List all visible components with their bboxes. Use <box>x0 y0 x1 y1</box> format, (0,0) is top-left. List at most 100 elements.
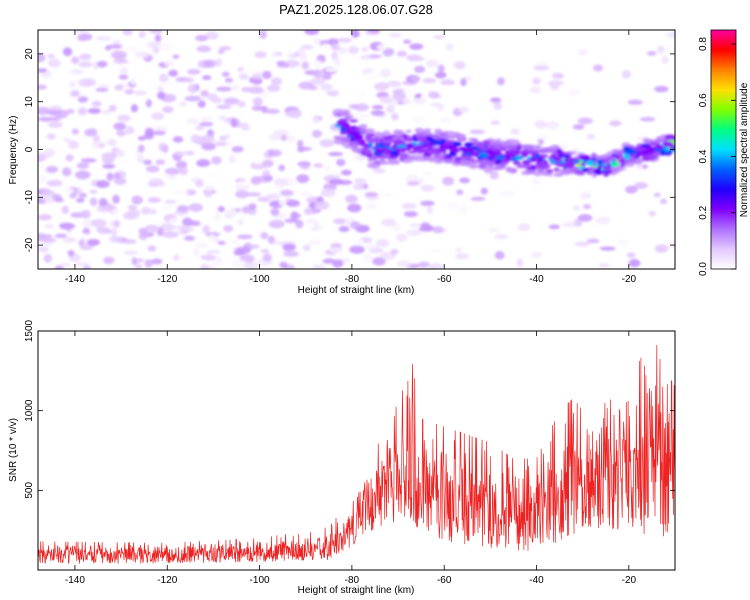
heatmap-cell <box>38 162 44 170</box>
snr-y-label: SNR (10 * v/v) <box>8 418 19 482</box>
heatmap-cell <box>238 73 249 80</box>
heatmap-cell <box>82 78 97 87</box>
heatmap-cell <box>628 259 641 268</box>
heatmap-cell <box>390 158 398 164</box>
heatmap-cell <box>219 46 232 51</box>
heatmap-cell <box>184 95 201 102</box>
heatmap-cell <box>447 152 457 157</box>
heatmap-cell <box>411 75 419 82</box>
heatmap-cell <box>312 69 323 79</box>
heatmap-cell <box>578 154 590 159</box>
heatmap-cell <box>147 182 159 187</box>
heatmap-cell <box>462 152 474 156</box>
heatmap-cell <box>349 131 359 137</box>
heatmap-cell <box>609 120 622 127</box>
heatmap-cell <box>406 229 422 237</box>
heatmap-cell <box>314 37 322 46</box>
heatmap-cell <box>336 158 346 167</box>
heatmap-cell <box>80 158 97 163</box>
heatmap-cell <box>530 251 543 259</box>
heatmap-cell <box>414 65 426 74</box>
heatmap-cell <box>270 208 280 216</box>
heatmap-cell <box>200 90 209 97</box>
heatmap-cell <box>202 224 211 234</box>
spectrogram-x-label: Height of straight line (km) <box>298 285 415 296</box>
heatmap-cell <box>577 117 593 125</box>
heatmap-cell <box>279 198 288 207</box>
heatmap-cell <box>561 169 571 175</box>
heatmap-cell <box>251 105 265 111</box>
heatmap-cell <box>467 208 480 213</box>
heatmap-cell <box>425 59 439 68</box>
heatmap-cell <box>300 191 312 197</box>
heatmap-cell <box>96 180 110 188</box>
heatmap-cell <box>441 148 447 154</box>
heatmap-cell <box>401 202 417 210</box>
heatmap-cell <box>592 64 604 72</box>
heatmap-cell <box>302 244 311 252</box>
heatmap-cell <box>152 46 160 54</box>
snr-x-ticks: -140 -120 -100 -80 -60 -40 -20 <box>65 331 637 586</box>
heatmap-cell <box>307 239 323 245</box>
heatmap-cell <box>62 47 73 57</box>
heatmap-cell <box>75 170 91 180</box>
heatmap-cell <box>527 145 533 151</box>
heatmap-cell <box>157 85 164 93</box>
heatmap-cell <box>308 201 317 209</box>
heatmap-cell <box>106 172 115 182</box>
heatmap-cell <box>314 200 330 210</box>
heatmap-cell <box>618 158 626 164</box>
heatmap-cell <box>424 171 432 177</box>
heatmap-cell <box>77 33 93 41</box>
heatmap-cell <box>263 174 273 182</box>
heatmap-cell <box>229 238 240 244</box>
heatmap-cell <box>585 160 595 166</box>
heatmap-cell <box>521 153 528 158</box>
heatmap-cell <box>40 238 57 243</box>
heatmap-cell <box>173 254 180 261</box>
heatmap-cell <box>223 225 234 233</box>
heatmap-cell <box>218 115 226 121</box>
heatmap-cell <box>164 174 178 180</box>
heatmap-cell <box>98 197 108 207</box>
heatmap-cell <box>468 138 479 142</box>
heatmap-cell <box>380 161 389 165</box>
spectrogram-x-ticks: -140 -120 -100 -80 -60 -40 -20 <box>65 30 637 285</box>
heatmap-cell <box>320 83 333 91</box>
heatmap-cell <box>412 157 421 161</box>
heatmap-cell <box>480 187 488 195</box>
heatmap-cell <box>138 227 148 234</box>
heatmap-cell <box>420 143 427 148</box>
heatmap-cell <box>327 38 339 46</box>
heatmap-cell <box>283 49 295 56</box>
heatmap-cell <box>460 78 467 87</box>
heatmap-cell <box>297 139 304 148</box>
heatmap-cell <box>146 80 161 90</box>
heatmap-cell <box>394 131 402 137</box>
heatmap-cell <box>379 251 396 260</box>
heatmap-cell <box>266 193 280 200</box>
heatmap-cell <box>623 154 631 160</box>
heatmap-cell <box>624 163 631 167</box>
heatmap-cell <box>313 59 323 67</box>
heatmap-cell <box>65 30 73 37</box>
heatmap-cell <box>67 249 75 257</box>
heatmap-cell <box>161 80 178 87</box>
heatmap-cell <box>453 141 462 147</box>
heatmap-cell <box>61 167 72 177</box>
heatmap-cell <box>533 172 542 177</box>
heatmap-cell <box>195 124 204 131</box>
heatmap-cell <box>297 161 308 167</box>
heatmap-cell <box>248 203 257 210</box>
heatmap-cell <box>73 262 90 267</box>
heatmap-cell <box>464 142 473 146</box>
heatmap-cell <box>388 155 399 159</box>
heatmap-cell <box>480 160 490 167</box>
heatmap-cell <box>127 204 138 211</box>
heatmap-cell <box>571 150 577 155</box>
heatmap-cell <box>79 53 92 61</box>
heatmap-cell <box>454 158 462 164</box>
heatmap-cell <box>228 154 236 164</box>
heatmap-cell <box>666 32 675 38</box>
heatmap-cell <box>213 212 221 221</box>
